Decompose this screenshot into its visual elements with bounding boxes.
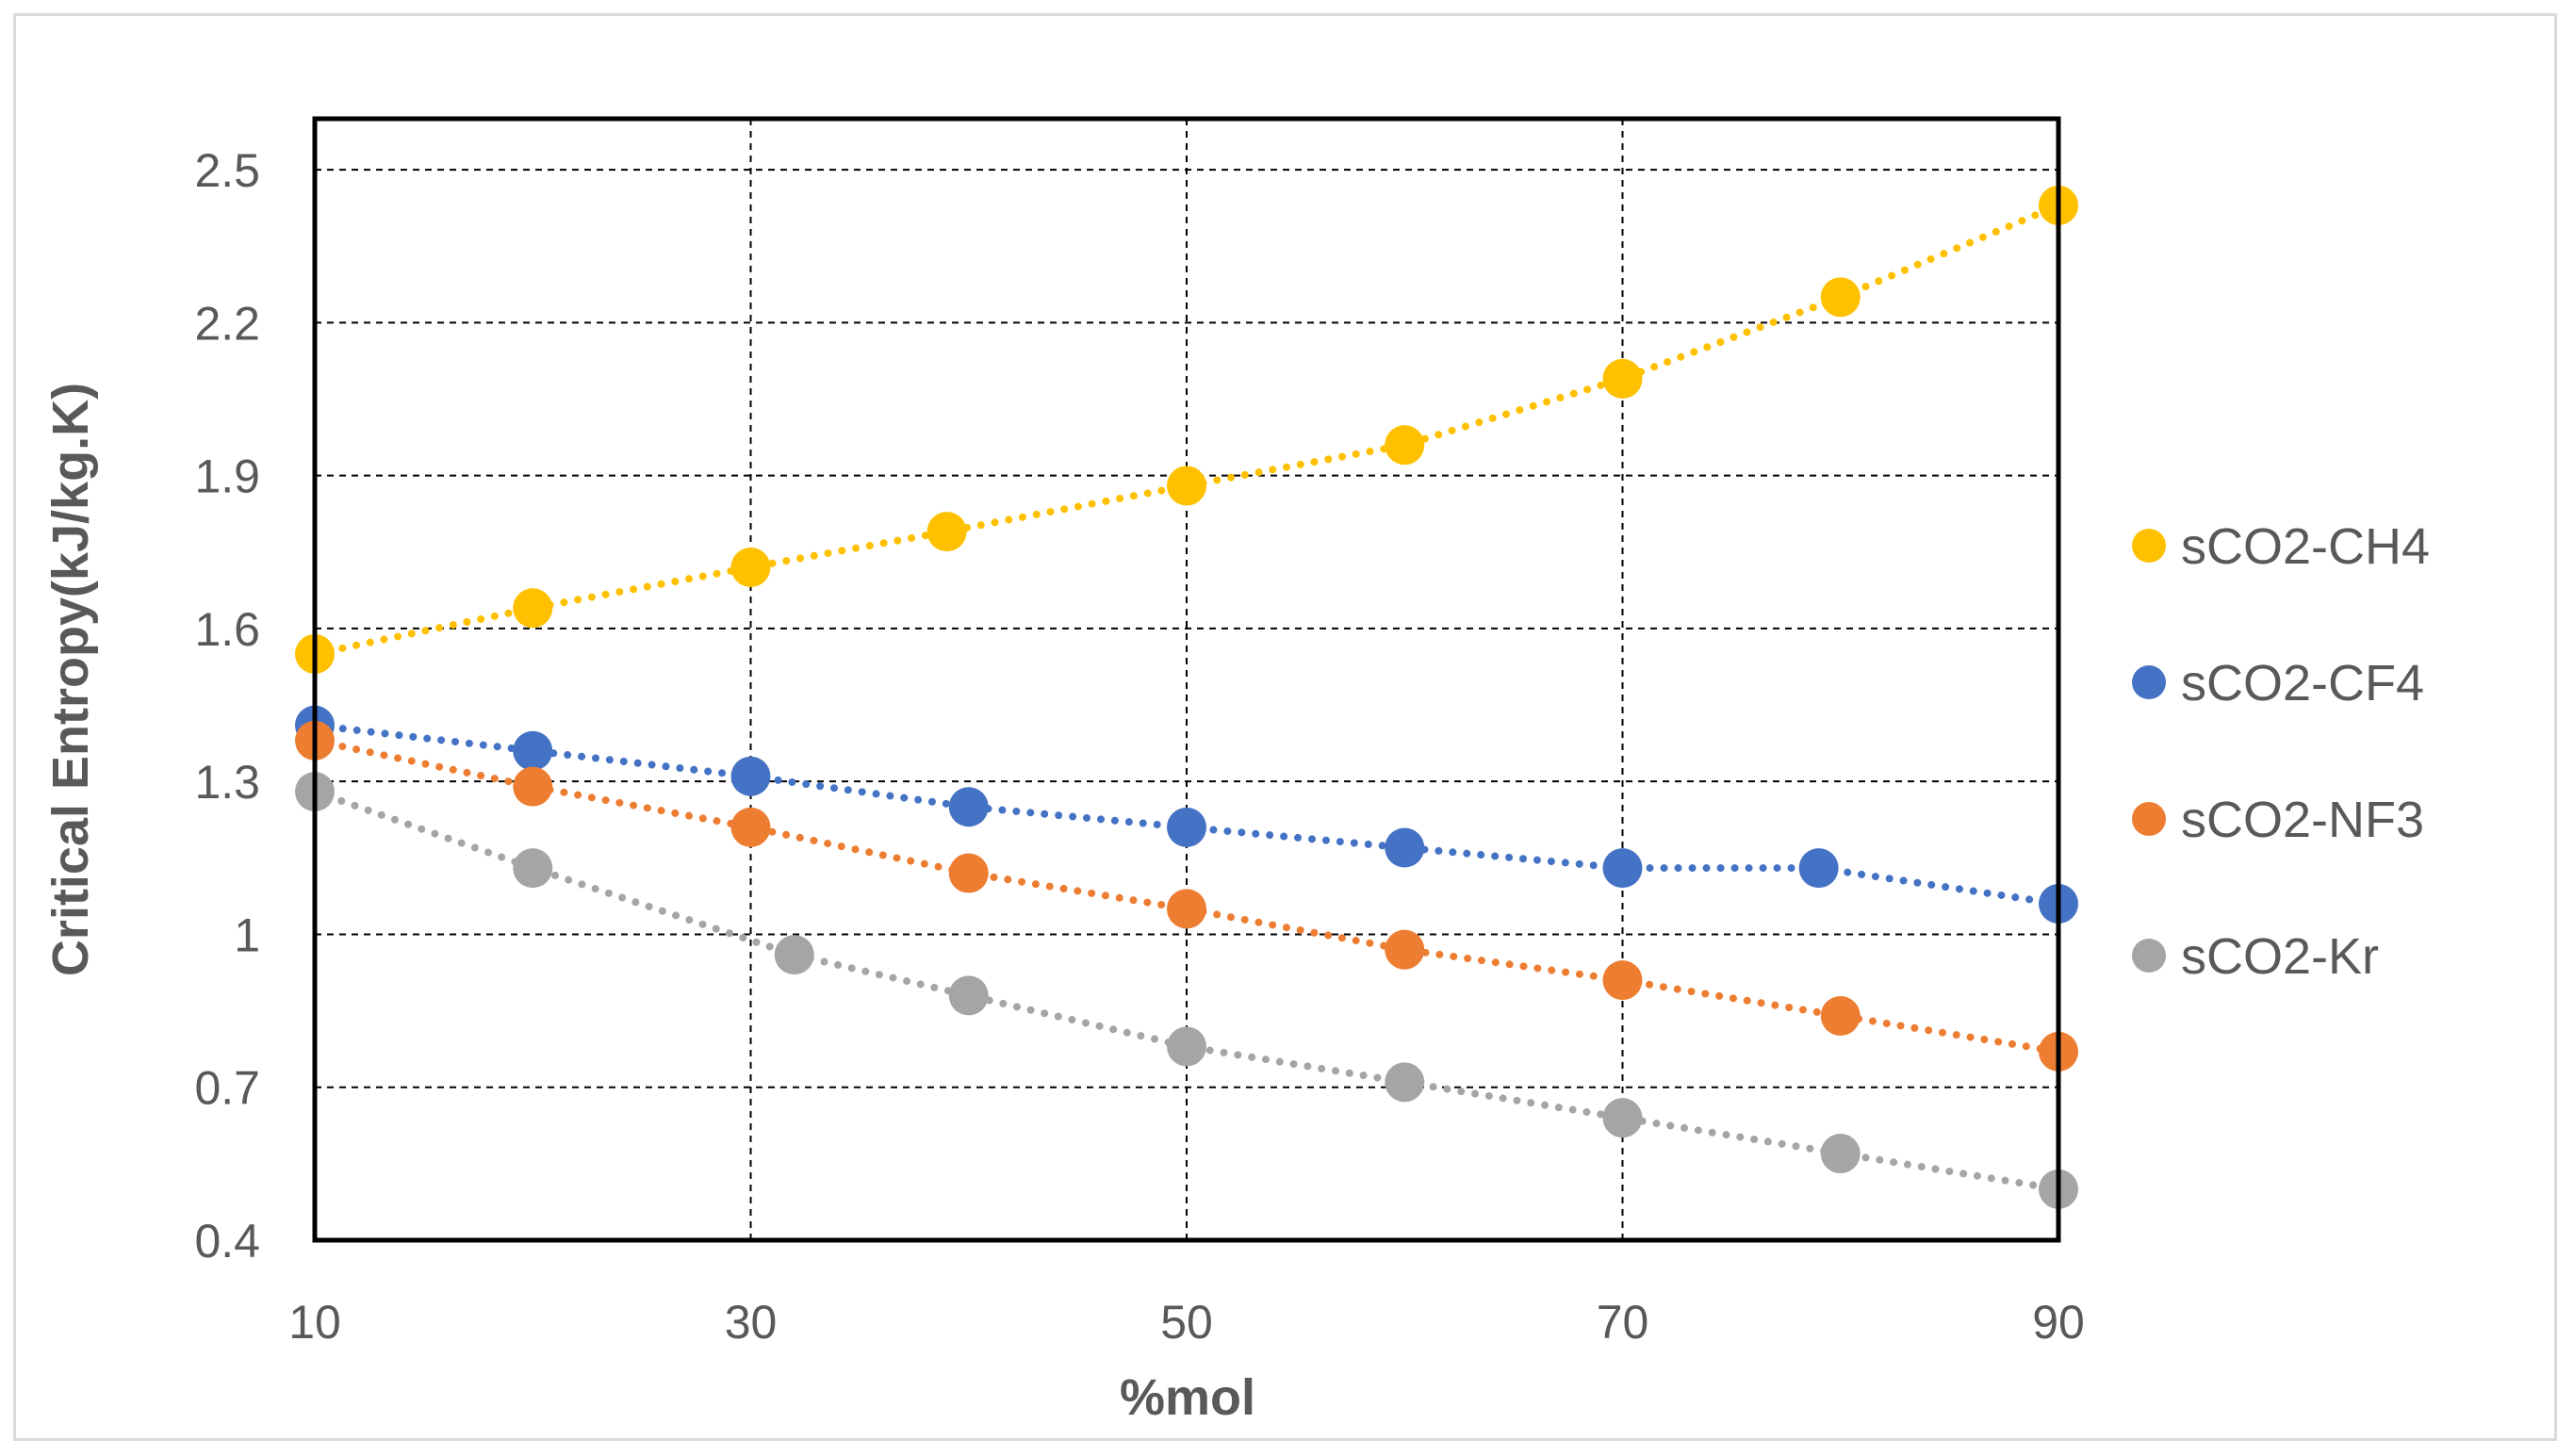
x-tick-label: 30 (725, 1296, 778, 1349)
data-point (948, 853, 989, 893)
data-point (730, 807, 771, 847)
legend-marker (2132, 529, 2166, 563)
data-point (1602, 848, 1643, 889)
legend-marker (2132, 939, 2166, 973)
data-point (1602, 960, 1643, 1001)
data-point (1385, 425, 1425, 466)
y-tick-label: 1.3 (194, 756, 260, 809)
data-point (1602, 1098, 1643, 1138)
x-axis-ticks: 10 30 50 70 90 (288, 1296, 2085, 1349)
x-axis-title: %mol (1120, 1369, 1255, 1426)
y-tick-label: 1.6 (194, 603, 260, 656)
y-tick-label: 2.5 (194, 144, 260, 197)
data-point (1385, 827, 1425, 868)
data-point (513, 730, 553, 771)
x-tick-label: 90 (2032, 1296, 2085, 1349)
y-tick-label: 2.2 (194, 297, 260, 350)
y-tick-label: 1 (234, 908, 260, 961)
legend-label: sCO2-CF4 (2181, 655, 2424, 712)
data-point (1167, 807, 1206, 847)
legend-label: sCO2-CH4 (2181, 518, 2430, 575)
data-point (774, 935, 814, 975)
data-point (1167, 466, 1206, 506)
data-point (1602, 358, 1643, 399)
legend-label: sCO2-Kr (2181, 928, 2379, 985)
y-axis-ticks: 0.4 0.7 1 1.3 1.6 1.9 2.2 2.5 (194, 144, 260, 1268)
data-point (1798, 848, 1839, 889)
data-point (926, 512, 967, 552)
series-sco2-nf3 (295, 720, 2078, 1072)
data-point (730, 756, 771, 796)
data-point (1820, 277, 1861, 318)
chart-frame (13, 13, 2557, 1441)
grid (315, 119, 2058, 1240)
legend-label: sCO2-NF3 (2181, 792, 2424, 848)
legend-item: sCO2-Kr (2132, 928, 2379, 985)
plot-area-border (312, 116, 2061, 1243)
y-tick-label: 0.7 (194, 1062, 260, 1115)
data-point (1385, 929, 1425, 970)
data-point (1167, 1026, 1206, 1067)
y-tick-label: 1.9 (194, 450, 260, 503)
data-point (1820, 1134, 1861, 1174)
x-tick-label: 50 (1160, 1296, 1213, 1349)
x-tick-label: 10 (288, 1296, 341, 1349)
data-point (1385, 1062, 1425, 1103)
legend-item: sCO2-NF3 (2132, 792, 2424, 848)
legend-item: sCO2-CF4 (2132, 655, 2424, 712)
data-point (1167, 889, 1206, 929)
data-point (513, 588, 553, 629)
legend-marker (2132, 665, 2166, 699)
y-axis-title: Critical Entropy(kJ/kg.K) (42, 383, 99, 976)
legend-item: sCO2-CH4 (2132, 518, 2430, 575)
data-point (948, 975, 989, 1016)
legend: sCO2-CH4 sCO2-CF4 sCO2-NF3 sCO2-Kr (2132, 518, 2430, 985)
data-point (1820, 996, 1861, 1036)
legend-marker (2132, 802, 2166, 836)
data-point (948, 787, 989, 827)
y-tick-label: 0.4 (194, 1215, 260, 1268)
trendline (311, 788, 2062, 1193)
data-point (513, 848, 553, 889)
data-point (730, 548, 771, 587)
x-tick-label: 70 (1597, 1296, 1649, 1349)
data-point (513, 766, 553, 807)
